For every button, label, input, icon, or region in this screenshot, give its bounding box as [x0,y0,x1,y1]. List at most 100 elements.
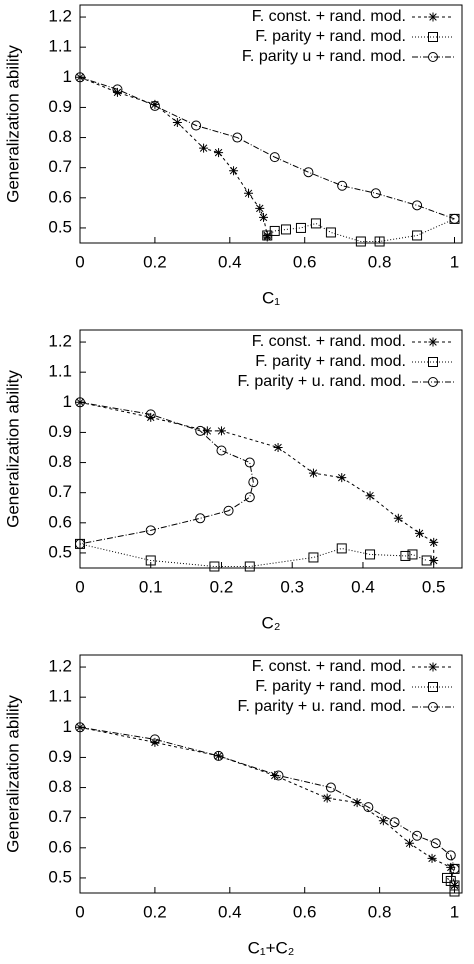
marker [195,425,206,436]
x-tick-label: 0.3 [280,577,304,596]
marker [449,863,460,874]
marker [378,816,388,826]
legend-marker [428,702,438,712]
y-tick-label: 1.2 [48,7,72,26]
marker [442,872,453,883]
marker [223,505,234,516]
x-axis-label: C₂ [262,613,281,632]
x-axis-label: C₁ [262,288,280,307]
marker [308,468,318,478]
x-tick-label: 0.4 [218,252,242,271]
y-tick-label: 0.5 [48,867,72,886]
x-tick-label: 0.4 [218,902,242,921]
legend-marker [428,682,438,692]
y-tick-label: 0.5 [48,217,72,236]
x-tick-label: 0.2 [143,902,167,921]
marker [269,152,280,163]
marker [308,552,319,563]
x-tick-label: 0.6 [293,902,317,921]
y-tick-label: 1 [63,392,72,411]
series-line [79,76,455,220]
marker [150,737,160,747]
y-tick-label: 1.2 [48,332,72,351]
marker [244,492,255,503]
marker [445,850,456,861]
x-tick-label: 0.5 [422,577,446,596]
marker [191,120,202,131]
marker [149,734,160,745]
legend-label: F. const. + rand. mod. [252,333,406,350]
plot-frame [79,654,463,894]
marker [449,886,460,897]
x-tick-label: 0.8 [368,252,392,271]
y-axis-label: Generalization ability [3,45,22,203]
x-tick-label: 0.8 [368,902,392,921]
marker [255,203,265,213]
marker [262,232,272,242]
series-line [79,726,455,886]
y-tick-label: 0.7 [48,157,72,176]
marker [75,538,85,549]
marker [75,722,85,733]
marker [244,188,254,198]
legend-marker [428,32,438,42]
y-tick-label: 0.8 [48,777,72,796]
marker [370,188,381,199]
marker [232,132,243,143]
marker [363,802,374,813]
marker [75,397,85,408]
y-tick-label: 0.9 [48,97,72,116]
legend-label: F. parity + rand. mod. [255,28,406,45]
legend-marker [428,357,438,367]
chart-panel: 0.5 0.6 0.7 0.8 0.9 1 1.1 1.2 0 0.1 0.2 0.3 0.4 0.5 C₂… [3,329,463,632]
marker [322,793,332,803]
y-tick-label: 1.2 [48,657,72,676]
marker [429,537,439,547]
marker [280,224,291,235]
y-tick-label: 0.6 [48,512,72,531]
marker [407,549,418,560]
legend-marker [428,337,438,347]
marker [427,853,437,863]
marker [389,817,400,828]
marker [352,798,362,808]
series-line [79,76,268,237]
marker [199,143,209,153]
marker [336,543,347,554]
marker [269,225,280,236]
marker [195,513,206,524]
legend-label: F. parity + rand. mod. [255,353,406,370]
y-tick-label: 0.7 [48,807,72,826]
marker [214,751,224,761]
marker [112,87,122,97]
x-tick-label: 0.1 [139,577,163,596]
y-tick-label: 0.5 [48,542,72,561]
marker [355,236,366,247]
series-line [79,543,427,567]
marker [145,525,156,536]
marker [214,148,224,158]
series-line [79,401,435,561]
marker [365,491,375,501]
marker [213,750,224,761]
y-tick-label: 0.8 [48,452,72,471]
y-tick-label: 0.7 [48,482,72,501]
marker [244,561,255,572]
marker [172,117,182,127]
marker [412,230,423,241]
legend-label: F. parity + rand. mod. [255,678,406,695]
marker [209,561,220,572]
marker [273,442,283,452]
marker [145,409,156,420]
y-tick-label: 1.1 [48,37,72,56]
y-tick-label: 0.9 [48,747,72,766]
marker [325,227,336,238]
marker [449,213,460,224]
x-tick-label: 0.2 [143,252,167,271]
marker [216,426,226,436]
marker [429,555,439,565]
marker [75,722,85,732]
x-tick-label: 0.2 [210,577,234,596]
marker [75,72,85,83]
marker [412,830,423,841]
